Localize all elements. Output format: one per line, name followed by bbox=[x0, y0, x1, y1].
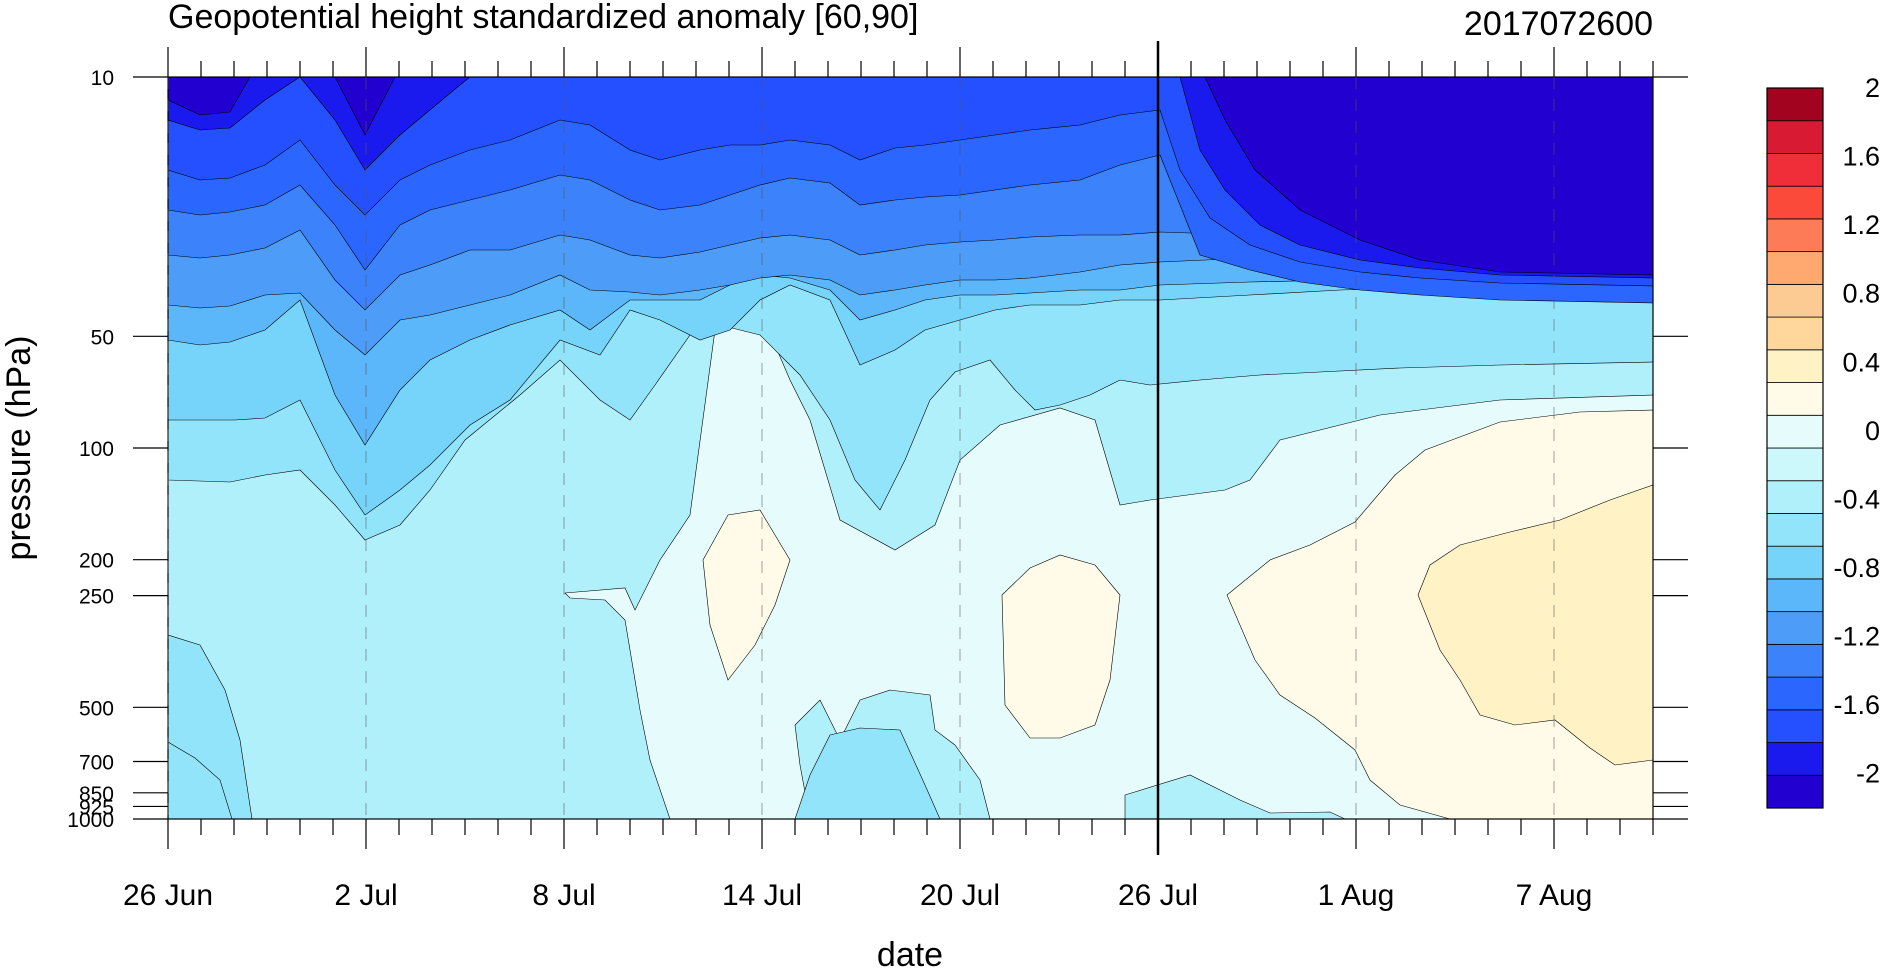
colorbar-label: 1.6 bbox=[1842, 142, 1880, 172]
colorbar-swatch bbox=[1766, 643, 1824, 678]
colorbar-swatch bbox=[1766, 513, 1824, 547]
colorbar-swatch bbox=[1766, 185, 1824, 220]
x-tick-label: 1 Aug bbox=[1318, 879, 1395, 912]
colorbar-swatch bbox=[1766, 382, 1824, 416]
colorbar-swatch bbox=[1766, 120, 1824, 154]
colorbar-swatch bbox=[1766, 611, 1824, 645]
colorbar-swatch bbox=[1766, 774, 1824, 809]
y-tick-label: 850 bbox=[79, 783, 114, 806]
x-tick-label: 2 Jul bbox=[334, 879, 397, 912]
level-band bbox=[168, 77, 1653, 276]
y-tick-label: 100 bbox=[79, 438, 114, 461]
level-band bbox=[168, 741, 233, 819]
colorbar-label: -1.2 bbox=[1833, 622, 1880, 652]
colorbar-swatch bbox=[1766, 709, 1824, 743]
colorbar-label: 1.2 bbox=[1842, 210, 1880, 240]
colorbar-swatch bbox=[1766, 676, 1824, 711]
colorbar-frame bbox=[1766, 87, 1824, 809]
colorbar-swatch bbox=[1766, 742, 1824, 776]
y-tick-label: 10 bbox=[91, 67, 114, 90]
colorbar-swatch bbox=[1766, 316, 1824, 351]
x-axis-label: date bbox=[877, 936, 943, 969]
colorbar-swatch bbox=[1766, 251, 1824, 285]
colorbar-label: 2 bbox=[1865, 73, 1880, 103]
contour-field bbox=[168, 77, 1653, 819]
colorbar-swatch bbox=[1766, 349, 1824, 383]
colorbar-swatch bbox=[1766, 218, 1824, 253]
y-tick-label: 500 bbox=[79, 697, 114, 720]
y-tick-label: 250 bbox=[79, 586, 114, 609]
x-tick-label: 8 Jul bbox=[532, 879, 595, 912]
x-tick-label: 26 Jun bbox=[123, 879, 213, 912]
colorbar: 2 1.6 1.2 0.8 0.4 0 -0.4 -0.8 -1.2 -1.6 -2 bbox=[1766, 73, 1880, 809]
colorbar-swatch bbox=[1766, 153, 1824, 187]
colorbar-swatch bbox=[1766, 87, 1824, 122]
colorbar-label: 0.4 bbox=[1842, 347, 1880, 377]
level-band bbox=[1417, 484, 1653, 766]
level-band bbox=[1124, 774, 1346, 819]
y-axis-label: pressure (hPa) bbox=[0, 336, 38, 561]
y-tick-label: 700 bbox=[79, 752, 114, 775]
x-tick-label: 20 Jul bbox=[920, 879, 1000, 912]
colorbar-label: 0.8 bbox=[1842, 279, 1880, 309]
x-tick-label: 7 Aug bbox=[1516, 879, 1593, 912]
colorbar-label: -2 bbox=[1856, 759, 1880, 789]
colorbar-swatch bbox=[1766, 545, 1824, 580]
colorbar-label: -0.8 bbox=[1833, 553, 1880, 583]
colorbar-swatch bbox=[1766, 578, 1824, 613]
x-tick-label: 26 Jul bbox=[1118, 879, 1198, 912]
x-tick-label: 14 Jul bbox=[722, 879, 802, 912]
x-axis: 26 Jun 2 Jul 8 Jul 14 Jul 20 Jul 26 Jul 1 Aug 7… bbox=[123, 47, 1654, 912]
y-tick-label: 925 bbox=[79, 796, 114, 819]
y-tick-label: 50 bbox=[91, 326, 114, 349]
y-tick-label: 200 bbox=[79, 550, 114, 573]
colorbar-swatch bbox=[1766, 480, 1824, 514]
chart-title: Geopotential height standardized anomaly… bbox=[168, 0, 918, 36]
colorbar-label: 0 bbox=[1865, 416, 1880, 446]
colorbar-swatch bbox=[1766, 414, 1824, 449]
date-gridlines bbox=[167, 77, 1555, 819]
colorbar-label: -1.6 bbox=[1833, 690, 1880, 720]
colorbar-swatch bbox=[1766, 447, 1824, 482]
level-band bbox=[794, 727, 941, 819]
level-band bbox=[702, 509, 791, 681]
colorbar-label: -0.4 bbox=[1833, 484, 1880, 514]
chart-date-stamp: 2017072600 bbox=[1464, 5, 1653, 43]
y-tick-label: 1000 bbox=[67, 809, 114, 832]
colorbar-swatch bbox=[1766, 283, 1824, 318]
level-band bbox=[1001, 554, 1121, 739]
